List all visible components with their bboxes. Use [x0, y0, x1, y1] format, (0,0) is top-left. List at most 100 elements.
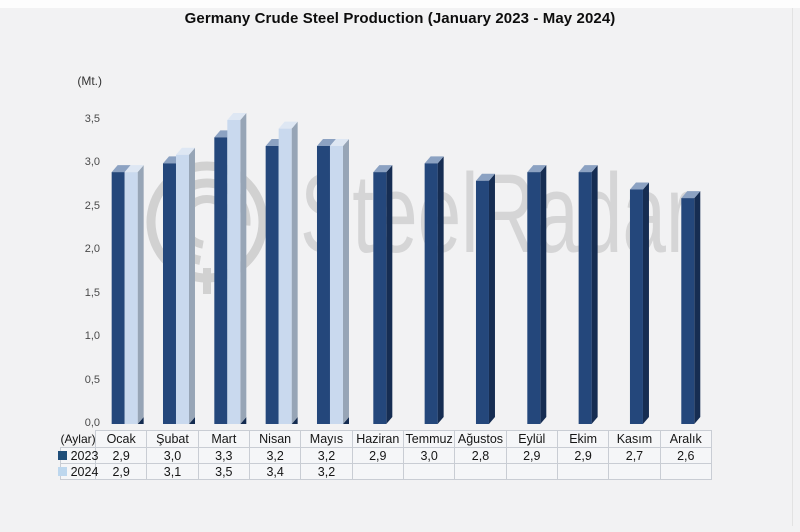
- value-2023-Eylül: 2,9: [505, 447, 558, 464]
- value-2023-Ağustos: 2,8: [454, 447, 507, 464]
- legend-swatch-2024: [57, 467, 67, 476]
- bar-2023-Eylül: [527, 172, 541, 424]
- bar-2023-top: [111, 165, 131, 173]
- bar-2024-Şubat: [175, 154, 189, 424]
- bar-2023-Ocak: [111, 172, 125, 424]
- y-tick-label: 2,0: [84, 243, 100, 256]
- bar-2023-top: [316, 139, 336, 147]
- bar-2024-Nisan: [278, 128, 292, 424]
- y-axis-unit-label: (Mt.): [77, 74, 102, 88]
- x-axis-label: (Aylar): [60, 430, 96, 448]
- month-header-Ekim: Ekim: [556, 430, 610, 448]
- bar-2023-side: [386, 165, 393, 424]
- month-header-Aralık: Aralık: [659, 430, 712, 448]
- bar-2024-side: [342, 139, 349, 425]
- value-2024-Kasım: [608, 463, 661, 480]
- y-tick-label: 0,5: [84, 373, 100, 386]
- value-2023-Şubat: 3,0: [146, 447, 199, 464]
- legend-label-2023: 2023: [70, 448, 99, 463]
- bar-2024-side: [291, 121, 298, 424]
- bar-2023-Nisan: [265, 146, 279, 425]
- bar-2024-top: [278, 121, 298, 129]
- value-2024-Eylül: [505, 463, 558, 480]
- legend-swatch-2023: [57, 451, 67, 460]
- y-tick-label: 3,5: [84, 113, 100, 125]
- bar-2024-side: [137, 165, 144, 424]
- value-2023-Ocak: 2,9: [94, 447, 148, 464]
- value-2023-Nisan: 3,2: [248, 447, 302, 464]
- month-header-Ocak: Ocak: [94, 430, 148, 448]
- bar-2023-top: [424, 156, 444, 164]
- value-2023-Aralık: 2,6: [659, 447, 712, 464]
- bar-2023-Haziran: [373, 172, 387, 424]
- bar-2023-side: [591, 165, 598, 424]
- value-2023-Temmuz: 3,0: [402, 447, 456, 464]
- bar-2023-Mart: [214, 137, 228, 424]
- bar-2023-Mayıs: [316, 146, 330, 425]
- value-2023-Mart: 3,3: [197, 447, 250, 464]
- month-header-Nisan: Nisan: [248, 430, 302, 448]
- data-table: (Aylar) Ocak Şubat Mart Nisan Mayıs Haziran Tem…: [57, 430, 712, 480]
- legend-label-2024: 2024: [70, 464, 99, 479]
- bar-2024-Ocak: [124, 172, 138, 424]
- bar-2024-Mart: [227, 120, 241, 424]
- bar-2024-top: [175, 147, 195, 155]
- bar-2023-Ağustos: [475, 180, 489, 424]
- watermark-text: SteelRadar: [300, 151, 692, 276]
- y-tick-label: 1,0: [84, 330, 100, 343]
- bar-2023-top: [629, 182, 649, 190]
- month-header-Ağustos: Ağustos: [454, 430, 507, 448]
- bar-2024-top: [227, 113, 247, 120]
- watermark-arc: [146, 161, 268, 283]
- bar-2024-side: [188, 147, 195, 424]
- bar-2023-top: [373, 165, 393, 173]
- value-2023-Mayıs: 3,2: [300, 447, 353, 464]
- bar-2023-top: [681, 191, 701, 199]
- bar-2023-top: [475, 173, 495, 181]
- bar-2023-Ekim: [578, 172, 592, 424]
- bar-2024-top: [124, 165, 144, 173]
- bar-2024-top: [329, 139, 349, 147]
- bar-2023-Kasım: [629, 189, 643, 424]
- bar-2023-Şubat: [162, 163, 176, 424]
- chart-title: Germany Crude Steel Production (January …: [184, 10, 616, 27]
- bar-2024-Mayıs: [329, 146, 343, 425]
- month-header-Eylül: Eylül: [505, 430, 558, 448]
- value-2024-Ocak: 2,9: [94, 463, 148, 480]
- legend-cell-2024: 2024: [57, 463, 99, 480]
- value-2023-Kasım: 2,7: [608, 447, 661, 464]
- value-2024-Nisan: 3,4: [248, 463, 302, 480]
- value-2023-Haziran: 2,9: [351, 447, 404, 464]
- bar-2023-side: [694, 191, 701, 424]
- y-tick-label: 1,5: [84, 286, 100, 299]
- value-2024-Şubat: 3,1: [146, 463, 199, 480]
- y-tick-label: 3,0: [84, 156, 100, 169]
- value-2023-Ekim: 2,9: [556, 447, 610, 464]
- bar-2023-side: [540, 165, 547, 424]
- month-header-Kasım: Kasım: [608, 430, 661, 448]
- month-header-Şubat: Şubat: [146, 430, 199, 448]
- bar-2023-side: [437, 156, 444, 424]
- month-header-Haziran: Haziran: [351, 430, 404, 448]
- y-tick-label: 0,0: [84, 417, 100, 429]
- value-2024-Ekim: [556, 463, 610, 480]
- bar-2023-top: [578, 165, 598, 173]
- right-edge-line: [792, 8, 793, 526]
- top-edge-strip: [0, 0, 800, 8]
- bar-2023-side: [488, 173, 495, 424]
- month-header-Mart: Mart: [197, 430, 250, 448]
- month-header-Mayıs: Mayıs: [300, 430, 353, 448]
- bar-2023-top: [527, 165, 547, 173]
- value-2024-Ağustos: [454, 463, 507, 480]
- bar-2023-Aralık: [681, 198, 695, 424]
- month-header-Temmuz: Temmuz: [402, 430, 456, 448]
- watermark-logo-tail: [203, 268, 211, 294]
- value-2024-Haziran: [351, 463, 404, 480]
- bar-2023-Temmuz: [424, 163, 438, 424]
- bar-2023-side: [642, 182, 649, 424]
- value-2024-Aralık: [659, 463, 712, 480]
- bar-2024-side: [240, 113, 247, 424]
- y-tick-label: 2,5: [84, 199, 100, 212]
- watermark-logo: SteelRadar: [146, 151, 692, 294]
